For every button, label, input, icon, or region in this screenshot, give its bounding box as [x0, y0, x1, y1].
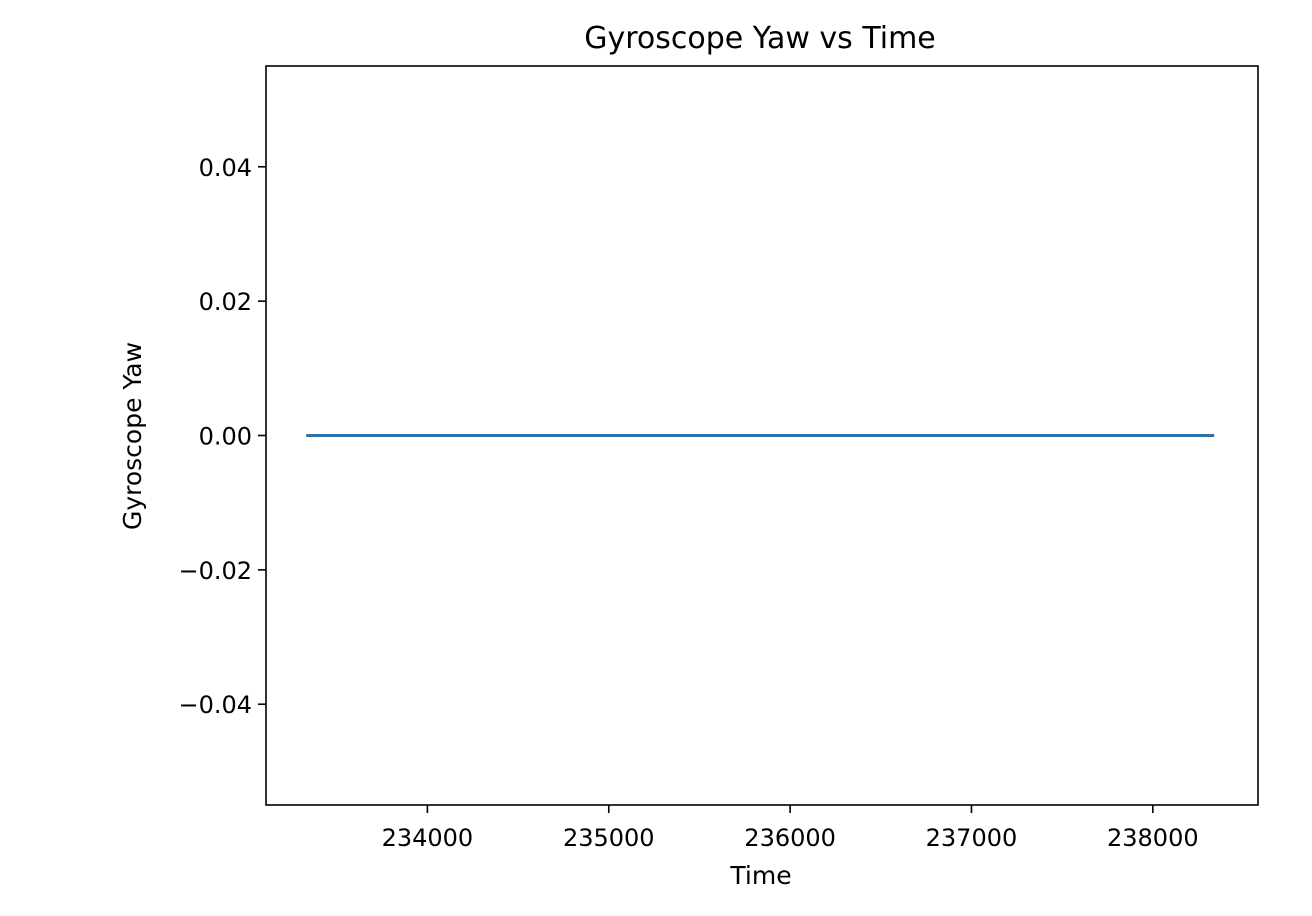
- y-tick-label: 0.00: [199, 423, 252, 451]
- plot-area: 234000 235000 236000 237000 238000 −0.04−0.0…: [178, 65, 1259, 852]
- x-tick-label: 238000: [1107, 824, 1199, 852]
- x-axis-ticks: 234000 235000 236000 237000 238000: [382, 805, 1199, 852]
- y-tick-label: 0.02: [199, 288, 252, 316]
- x-axis-label: Time: [729, 861, 791, 890]
- x-tick-label: 237000: [926, 824, 1018, 852]
- chart-title: Gyroscope Yaw vs Time: [584, 21, 936, 56]
- x-tick-label: 234000: [382, 824, 474, 852]
- y-tick-label: −0.02: [178, 557, 252, 585]
- y-tick-label: −0.04: [178, 691, 252, 719]
- x-tick-label: 235000: [563, 824, 655, 852]
- y-axis-ticks: −0.04 −0.02 0.00 0.02 0.04: [178, 154, 266, 719]
- y-axis-label: Gyroscope Yaw: [118, 342, 147, 530]
- x-tick-label: 236000: [744, 824, 836, 852]
- y-tick-label: 0.04: [199, 154, 252, 182]
